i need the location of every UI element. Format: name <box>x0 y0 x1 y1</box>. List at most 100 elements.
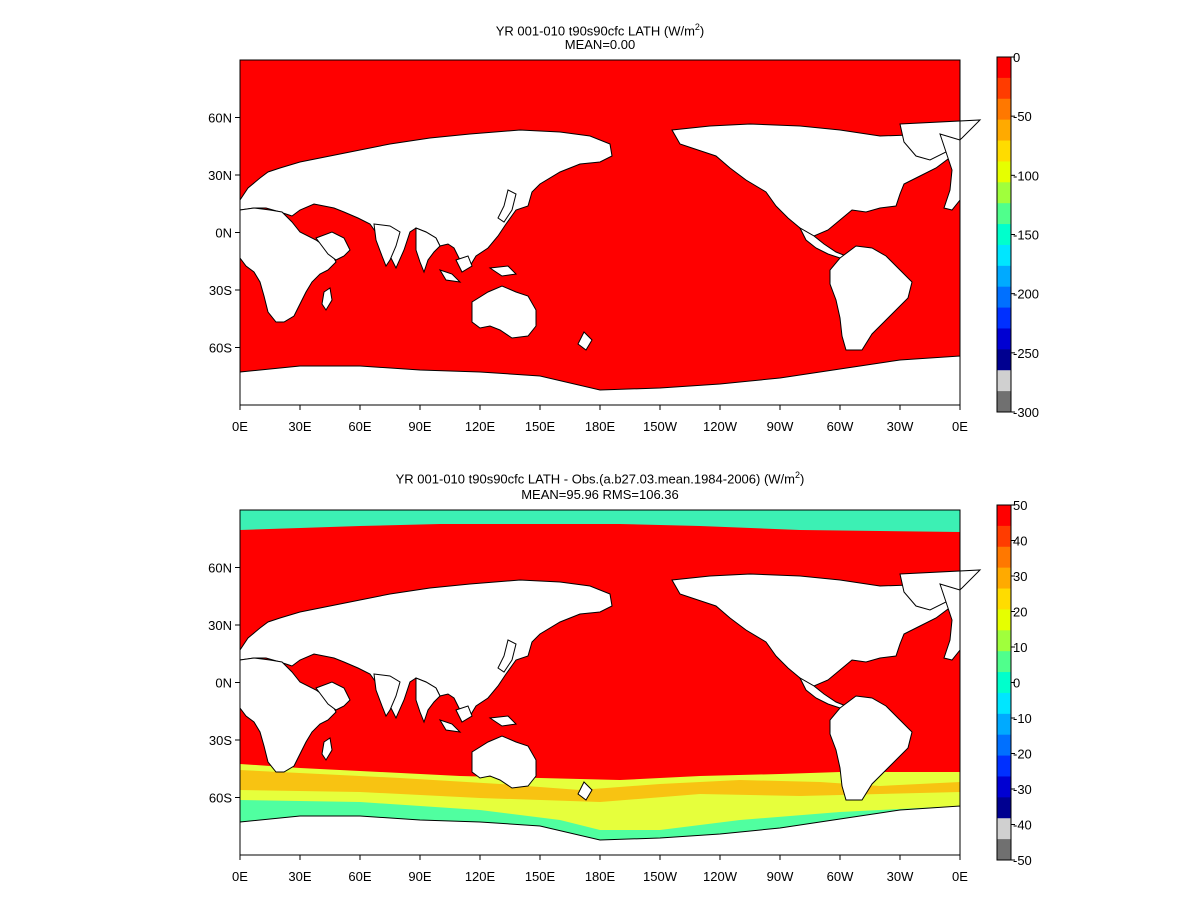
colorbar-segment <box>997 98 1011 121</box>
lon-tick-label: 0E <box>232 869 248 884</box>
lat-tick-label: 30N <box>208 168 232 183</box>
colorbar-tick-label: 40 <box>1013 534 1027 549</box>
panel1-subtitle: MEAN=0.00 <box>564 37 636 52</box>
lon-tick-label: 90W <box>767 419 794 434</box>
colorbar-segment <box>997 609 1011 631</box>
lon-tick-label: 0E <box>952 419 968 434</box>
panel2-title-prefix: YR 001-010 t90s90cfc LATH - Obs.(a.b27.0… <box>395 471 795 487</box>
lon-tick-label: 150E <box>525 419 556 434</box>
lon-tick-label: 150W <box>643 869 678 884</box>
colorbar-segment <box>997 818 1011 840</box>
colorbar-tick-label: 0 <box>1013 676 1020 691</box>
panel2-title-sup: 2 <box>794 470 800 480</box>
colorbar-tick-label: -40 <box>1013 818 1032 833</box>
panel2-map <box>239 509 981 856</box>
colorbar-segment <box>997 651 1011 673</box>
colorbar-segment <box>997 224 1011 246</box>
panel1-title-sup: 2 <box>694 22 700 32</box>
lon-tick-label: 180E <box>585 419 616 434</box>
lat-tick-label: 30S <box>209 733 232 748</box>
lat-tick-label: 30N <box>208 618 232 633</box>
lon-tick-label: 150W <box>643 419 678 434</box>
colorbar-tick-label: -50 <box>1013 853 1032 868</box>
lat-tick-label: 30S <box>209 283 232 298</box>
lon-tick-label: 60E <box>348 869 371 884</box>
panel2-southern-orange-band <box>240 770 960 802</box>
lon-tick-label: 60W <box>827 419 854 434</box>
colorbar-segment <box>997 203 1011 225</box>
colorbar-segment <box>997 328 1011 350</box>
colorbar-segment <box>997 307 1011 329</box>
lon-tick-label: 60E <box>348 419 371 434</box>
panel2-arctic-band <box>240 510 960 532</box>
colorbar-tick-label: -100 <box>1013 168 1039 183</box>
colorbar-segment <box>997 370 1011 392</box>
lat-tick-label: 60N <box>208 111 232 126</box>
lon-tick-label: 120W <box>703 869 738 884</box>
lon-tick-label: 30E <box>288 869 311 884</box>
colorbar-segment <box>997 692 1011 715</box>
panel1-map <box>239 59 981 406</box>
lon-tick-label: 90W <box>767 869 794 884</box>
panel2-subtitle: MEAN=95.96 RMS=106.36 <box>521 487 679 502</box>
colorbar-segment <box>997 776 1011 798</box>
lon-tick-label: 30E <box>288 419 311 434</box>
colorbar-segment <box>997 672 1011 694</box>
lon-tick-label: 150E <box>525 869 556 884</box>
colorbar-segment <box>997 546 1011 569</box>
colorbar-tick-label: -20 <box>1013 747 1032 762</box>
lon-tick-label: 90E <box>408 869 431 884</box>
colorbar-segment <box>997 349 1011 371</box>
colorbar-segment <box>997 265 1011 288</box>
lon-tick-label: 120E <box>465 419 496 434</box>
colorbar-segment <box>997 713 1011 736</box>
colorbar-tick-label: -50 <box>1013 109 1032 124</box>
colorbar-tick-label: 20 <box>1013 605 1027 620</box>
colorbar-segment <box>997 119 1011 142</box>
colorbar-segment <box>997 734 1011 757</box>
colorbar-segment <box>997 140 1011 162</box>
lon-tick-label: 180E <box>585 869 616 884</box>
colorbar-segment <box>997 286 1011 309</box>
colorbar-segment <box>997 525 1011 548</box>
lon-tick-label: 60W <box>827 869 854 884</box>
lon-tick-label: 0E <box>952 869 968 884</box>
colorbar-segment <box>997 161 1011 183</box>
colorbar-segment <box>997 182 1011 204</box>
panel1-ocean <box>240 60 960 405</box>
lon-tick-label: 120W <box>703 419 738 434</box>
colorbar-tick-label: 0 <box>1013 50 1020 65</box>
panel1-title: YR 001-010 t90s90cfc LATH (W/m2) <box>0 19 1200 39</box>
colorbar-segment <box>997 588 1011 610</box>
colorbar-segment <box>997 567 1011 590</box>
colorbar-tick-label: -300 <box>1013 405 1039 420</box>
lat-tick-label: 60N <box>208 561 232 576</box>
lon-tick-label: 30W <box>887 869 914 884</box>
colorbar-segment <box>997 77 1011 100</box>
lat-tick-label: 60S <box>209 791 232 806</box>
colorbar-segment <box>997 755 1011 777</box>
colorbar-segment <box>997 57 1011 79</box>
lon-tick-label: 30W <box>887 419 914 434</box>
colorbar-tick-label: 10 <box>1013 640 1027 655</box>
colorbar-tick-label: -250 <box>1013 346 1039 361</box>
colorbar-segment <box>997 505 1011 527</box>
colorbar-segment <box>997 839 1011 861</box>
colorbar-tick-label: -30 <box>1013 782 1032 797</box>
panel2-title: YR 001-010 t90s90cfc LATH - Obs.(a.b27.0… <box>0 467 1200 487</box>
colorbar-segment <box>997 630 1011 652</box>
colorbar-tick-label: -200 <box>1013 287 1039 302</box>
lon-tick-label: 90E <box>408 419 431 434</box>
colorbar-tick-label: 50 <box>1013 498 1027 513</box>
panel1-title-prefix: YR 001-010 t90s90cfc LATH (W/m <box>495 23 695 39</box>
panel1-title-suffix: ) <box>699 23 705 39</box>
colorbar-tick-label: -10 <box>1013 711 1032 726</box>
lon-tick-label: 0E <box>232 419 248 434</box>
colorbar-tick-label: -150 <box>1013 228 1039 243</box>
colorbar-segment <box>997 244 1011 267</box>
colorbar-segment <box>997 391 1011 413</box>
colorbar-segment <box>997 797 1011 819</box>
panel2-title-suffix: ) <box>800 471 805 487</box>
lat-tick-label: 60S <box>209 341 232 356</box>
